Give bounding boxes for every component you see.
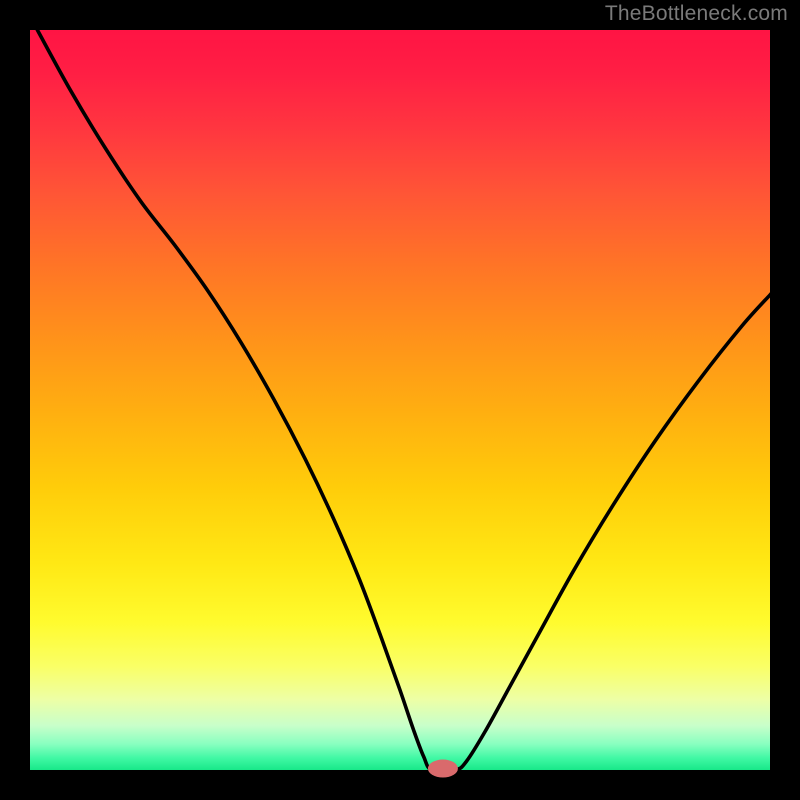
gradient-background (30, 30, 770, 770)
watermark-text: TheBottleneck.com (605, 2, 788, 26)
chart-container: TheBottleneck.com (0, 0, 800, 800)
optimal-point-marker (428, 760, 458, 778)
bottleneck-chart (0, 0, 800, 800)
